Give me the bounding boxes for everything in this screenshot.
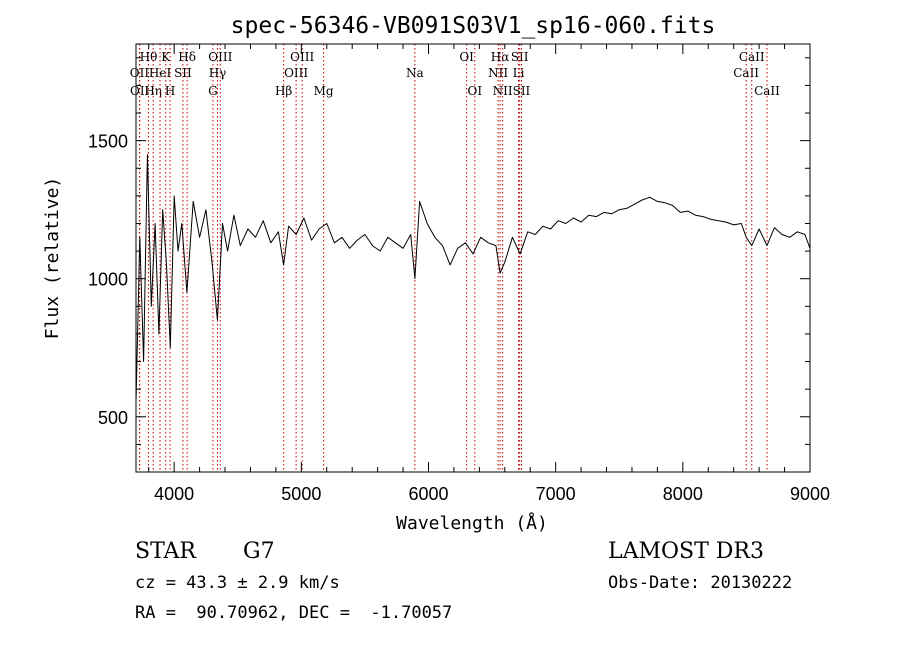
x-tick-label: 4000 bbox=[154, 484, 194, 504]
line-label-2: OII bbox=[130, 84, 150, 98]
line-label-11: OIII bbox=[208, 50, 232, 64]
line-label-16: Na bbox=[406, 66, 424, 80]
flux-series bbox=[135, 154, 811, 404]
line-label-17: OI bbox=[459, 50, 474, 64]
line-label-26: CaII bbox=[739, 50, 765, 64]
survey-name: LAMOST DR3 bbox=[608, 539, 764, 564]
y-axis: 500 1000 1500 bbox=[88, 57, 810, 445]
line-label-19: NII bbox=[488, 66, 508, 80]
line-label-4: HeI bbox=[149, 66, 172, 80]
redshift-velocity: cz = 43.3 ± 2.9 km/s bbox=[135, 573, 340, 593]
x-axis-label: Wavelength (Å) bbox=[396, 512, 548, 534]
line-label-13: OIII bbox=[284, 66, 308, 80]
line-label-3: Hη bbox=[144, 84, 162, 98]
line-label-21: NII bbox=[493, 84, 513, 98]
x-tick-label: 8000 bbox=[663, 484, 703, 504]
line-label-0: Hθ bbox=[140, 50, 158, 64]
x-tick-label: 7000 bbox=[536, 484, 576, 504]
line-label-15: Mg bbox=[314, 84, 334, 98]
line-label-24: SII bbox=[513, 84, 531, 98]
x-tick-label: 5000 bbox=[281, 484, 321, 504]
x-tick-label: 6000 bbox=[408, 484, 448, 504]
x-axis: 4000 5000 6000 7000 8000 9000 bbox=[148, 44, 830, 504]
y-tick-label: 1500 bbox=[88, 132, 128, 152]
line-label-7: SII bbox=[174, 66, 192, 80]
series-flux bbox=[135, 154, 811, 404]
plot-frame bbox=[135, 43, 811, 473]
line-label-10: Hγ bbox=[209, 66, 227, 80]
object-subclass: G7 bbox=[243, 539, 275, 564]
y-tick-label: 500 bbox=[98, 408, 128, 428]
line-label-14: OIII bbox=[290, 50, 314, 64]
line-label-23: SII bbox=[511, 50, 529, 64]
line-label-25: CaII bbox=[733, 66, 759, 80]
line-label-9: G bbox=[208, 84, 218, 98]
object-class: STAR bbox=[135, 539, 196, 564]
x-tick-label: 9000 bbox=[790, 484, 830, 504]
y-axis-label: Flux (relative) bbox=[42, 177, 63, 340]
line-label-8: Hδ bbox=[178, 50, 196, 64]
line-label-18: OI bbox=[467, 84, 482, 98]
emission-line-markers: HθOIIOIIHηHeIKHSIIHδGHγOIIIHβOIIIOIIIMgN… bbox=[130, 44, 780, 472]
chart-title: spec-56346-VB091S03V1_sp16-060.fits bbox=[231, 13, 716, 39]
line-label-6: H bbox=[165, 84, 175, 98]
y-tick-label: 1000 bbox=[88, 270, 128, 290]
coordinates: RA = 90.70962, DEC = -1.70057 bbox=[135, 603, 453, 623]
observation-date: Obs-Date: 20130222 bbox=[608, 573, 793, 593]
line-label-22: Li bbox=[513, 66, 525, 80]
line-label-5: K bbox=[161, 50, 171, 64]
line-label-27: CaII bbox=[754, 84, 780, 98]
line-label-20: Hα bbox=[491, 50, 510, 64]
line-label-12: Hβ bbox=[275, 84, 292, 98]
